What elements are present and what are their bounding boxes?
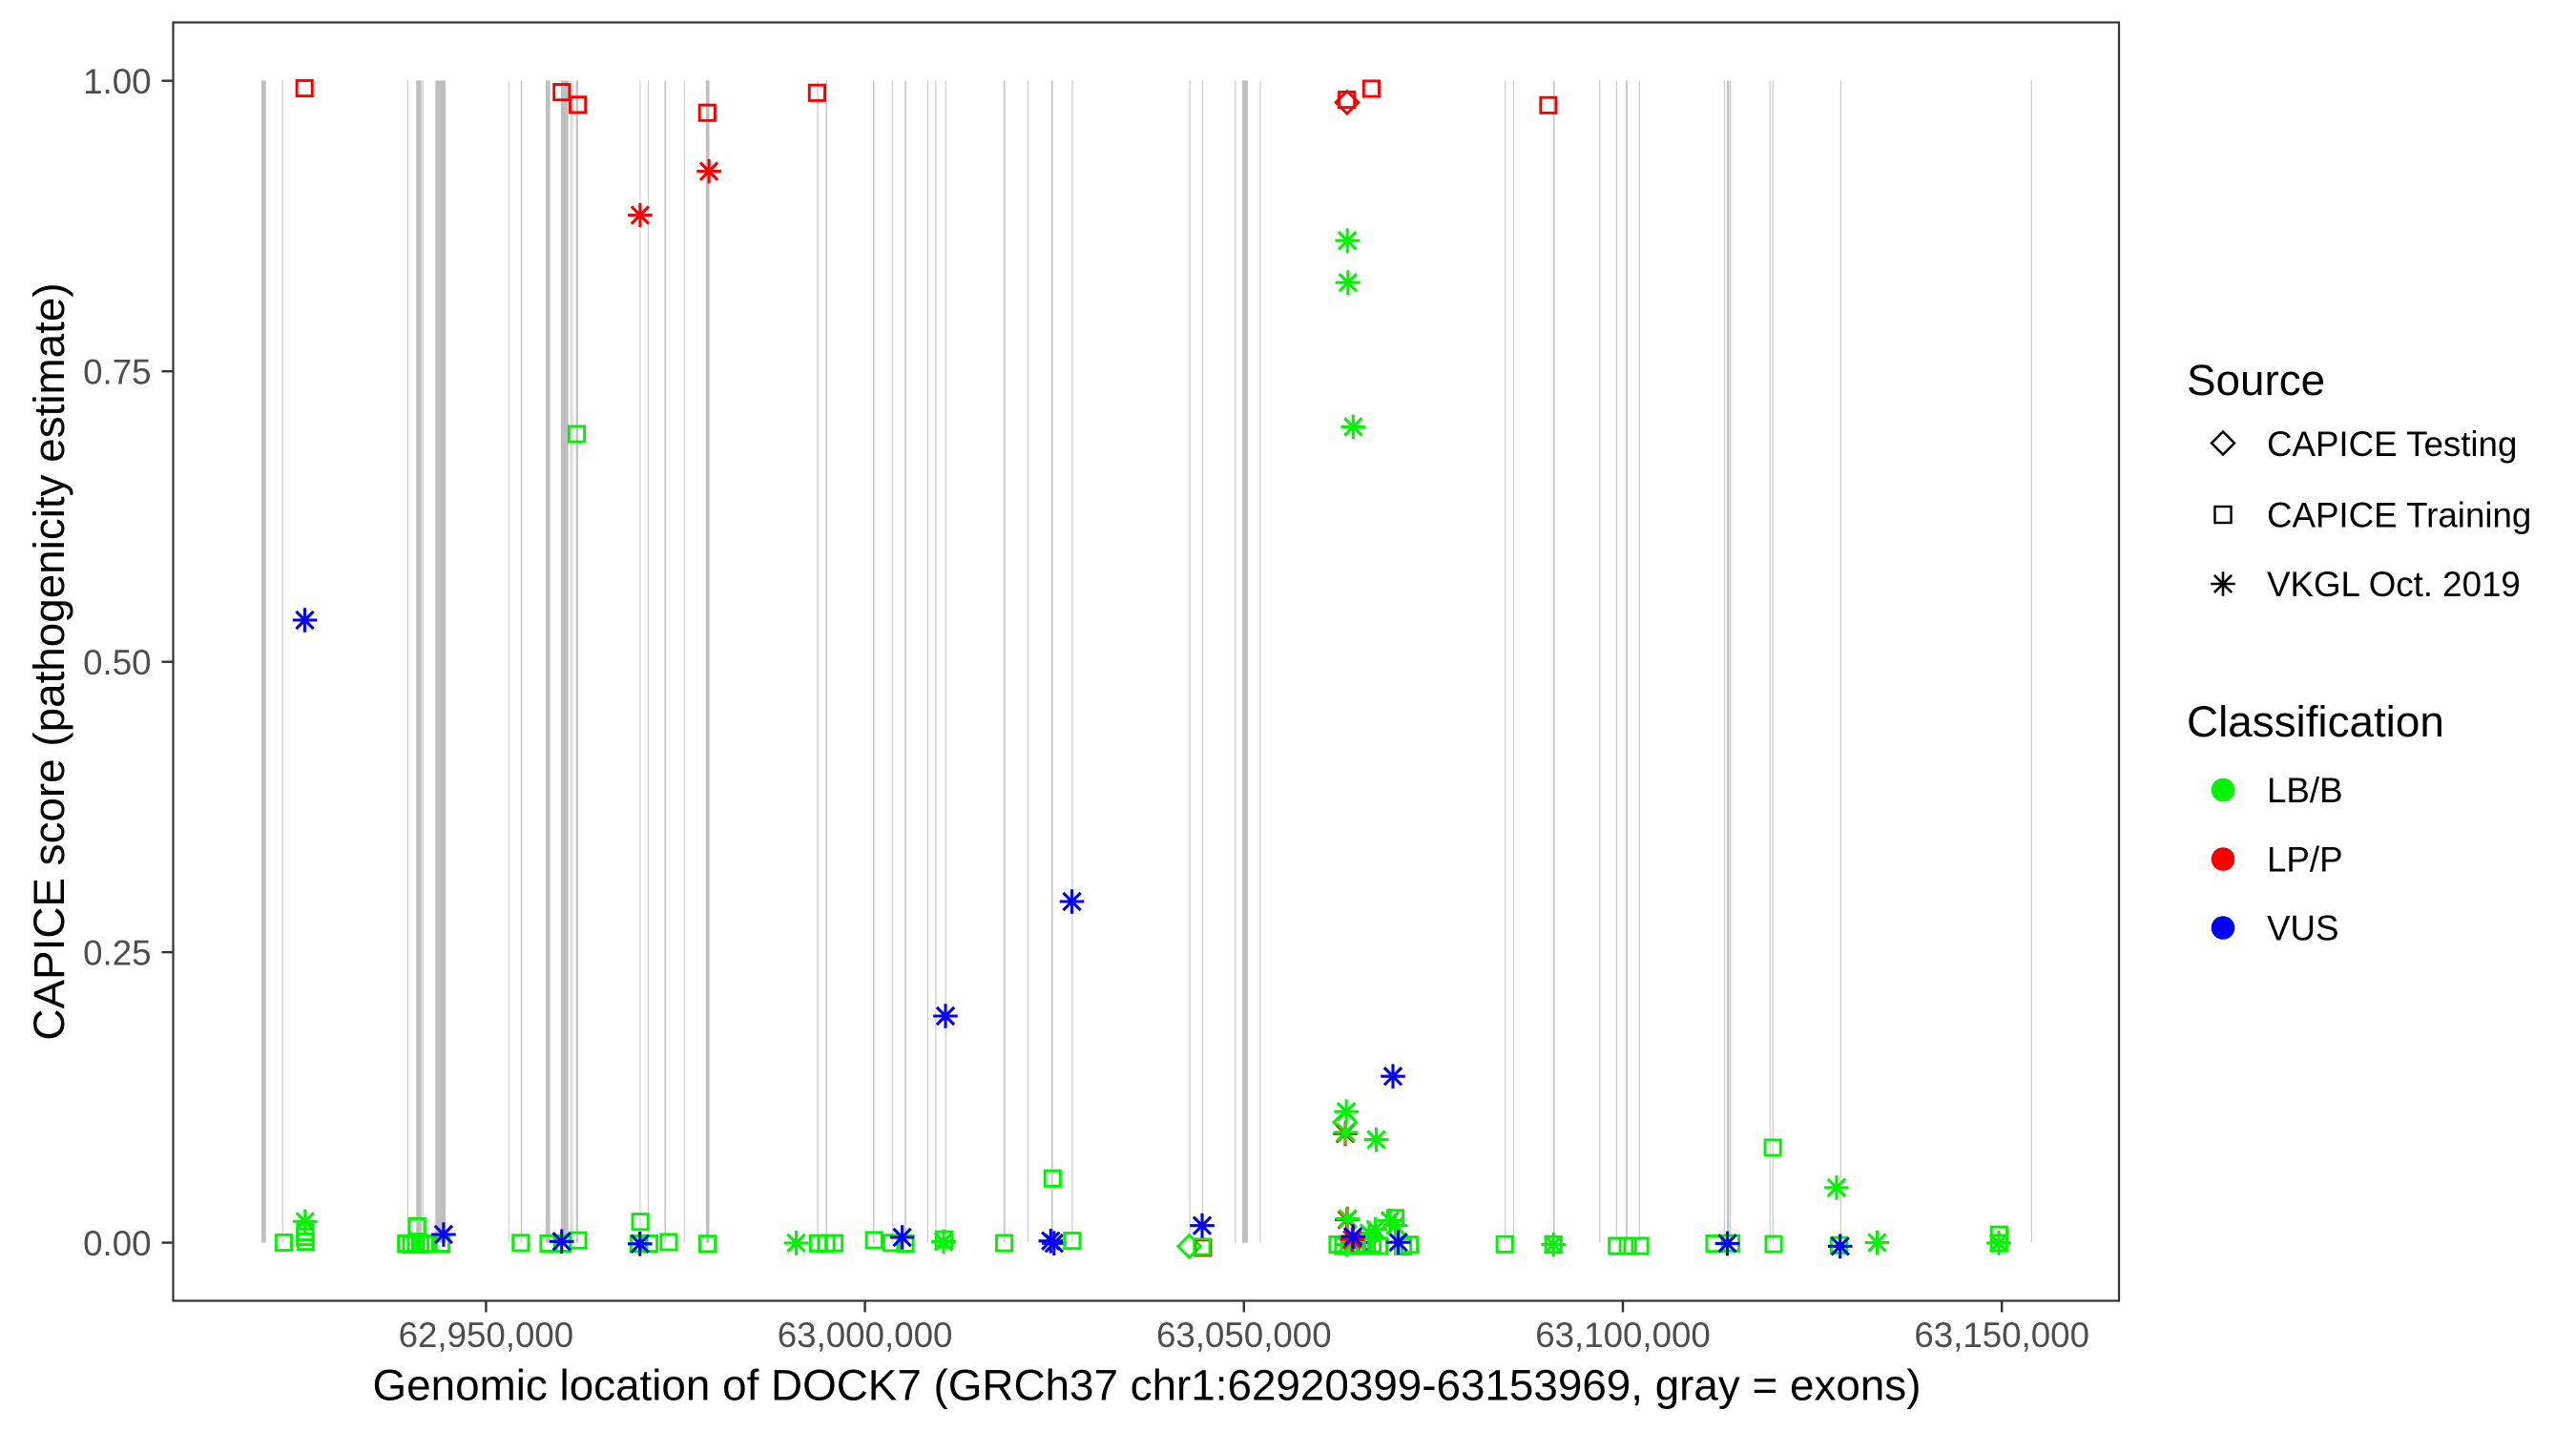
svg-text:63,000,000: 63,000,000 (778, 1316, 953, 1355)
svg-text:VKGL Oct. 2019: VKGL Oct. 2019 (2267, 565, 2521, 604)
svg-text:63,150,000: 63,150,000 (1914, 1316, 2089, 1355)
svg-text:LP/P: LP/P (2267, 840, 2343, 880)
svg-text:CAPICE score (pathogenicity es: CAPICE score (pathogenicity estimate) (25, 282, 73, 1040)
svg-text:Source: Source (2187, 356, 2325, 404)
svg-text:CAPICE Training: CAPICE Training (2267, 496, 2531, 535)
svg-text:0.00: 0.00 (83, 1224, 151, 1263)
svg-text:63,100,000: 63,100,000 (1535, 1316, 1711, 1355)
svg-text:VUS: VUS (2267, 909, 2338, 948)
svg-text:63,050,000: 63,050,000 (1156, 1316, 1332, 1355)
svg-text:LB/B: LB/B (2267, 771, 2343, 810)
svg-text:62,950,000: 62,950,000 (399, 1316, 574, 1355)
svg-text:Classification: Classification (2187, 697, 2444, 746)
svg-text:Genomic location of DOCK7 (GRC: Genomic location of DOCK7 (GRCh37 chr1:6… (373, 1361, 1922, 1410)
svg-text:CAPICE Testing: CAPICE Testing (2267, 425, 2517, 464)
svg-text:0.50: 0.50 (83, 643, 151, 682)
svg-text:1.00: 1.00 (83, 62, 151, 101)
svg-text:0.25: 0.25 (83, 933, 151, 972)
svg-text:0.75: 0.75 (83, 352, 151, 391)
